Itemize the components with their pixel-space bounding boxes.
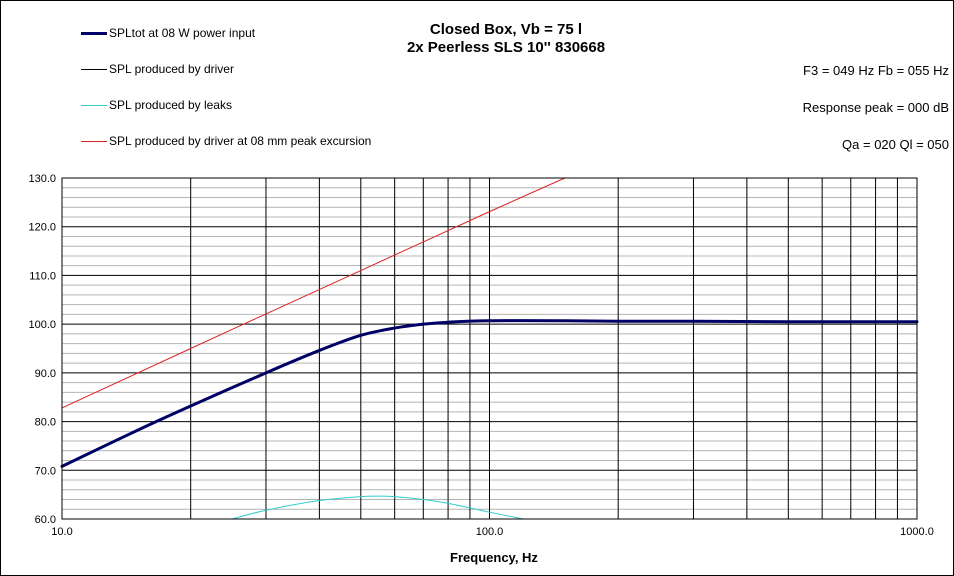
x-tick-labels: 10.0 100.0 1000.0 [51, 526, 934, 538]
x-tick-label: 100.0 [476, 526, 504, 538]
y-tick-label: 100.0 [28, 319, 56, 331]
chart-subtitle: 2x Peerless SLS 10'' 830668 [406, 39, 606, 56]
x-axis-label: Frequency, Hz [450, 550, 538, 565]
response-peak-readout: Response peak = 000 dB [802, 100, 949, 115]
y-tick-label: 130.0 [28, 173, 56, 185]
series-layer [60, 177, 919, 520]
y-tick-labels: 60.0 70.0 80.0 90.0 100.0 110.0 120.0 130.0 [28, 173, 56, 526]
y-tick-label: 110.0 [29, 270, 56, 282]
legend-swatch-spltot [81, 32, 107, 35]
y-tick-label: 120.0 [28, 222, 56, 234]
legend-swatch-leaks [81, 105, 107, 106]
legend-swatch-driver [81, 69, 107, 70]
legend-label-driver: SPL produced by driver [109, 62, 234, 76]
qa-ql-readout: Qa = 020 Ql = 050 [842, 137, 949, 152]
y-tick-label: 90.0 [35, 368, 56, 380]
legend-label-leaks: SPL produced by leaks [109, 98, 232, 112]
y-tick-label: 80.0 [35, 417, 56, 429]
legend-swatch-excursion [81, 141, 107, 142]
chart-title: Closed Box, Vb = 75 l [429, 21, 583, 38]
y-tick-label: 60.0 [35, 514, 56, 526]
series-line-excursion [61, 177, 566, 409]
legend-label-excursion: SPL produced by driver at 08 mm peak exc… [109, 134, 372, 148]
x-tick-label: 1000.0 [900, 526, 934, 538]
major-gridlines [62, 178, 917, 519]
series-line-spltot [60, 319, 919, 468]
series-line-leaks [231, 495, 524, 520]
f3-fb-readout: F3 = 049 Hz Fb = 055 Hz [803, 63, 949, 78]
plot-frame [61, 177, 918, 520]
y-tick-label: 70.0 [35, 465, 56, 477]
legend-label-spltot: SPLtot at 08 W power input [109, 26, 256, 40]
x-tick-label: 10.0 [51, 526, 72, 538]
